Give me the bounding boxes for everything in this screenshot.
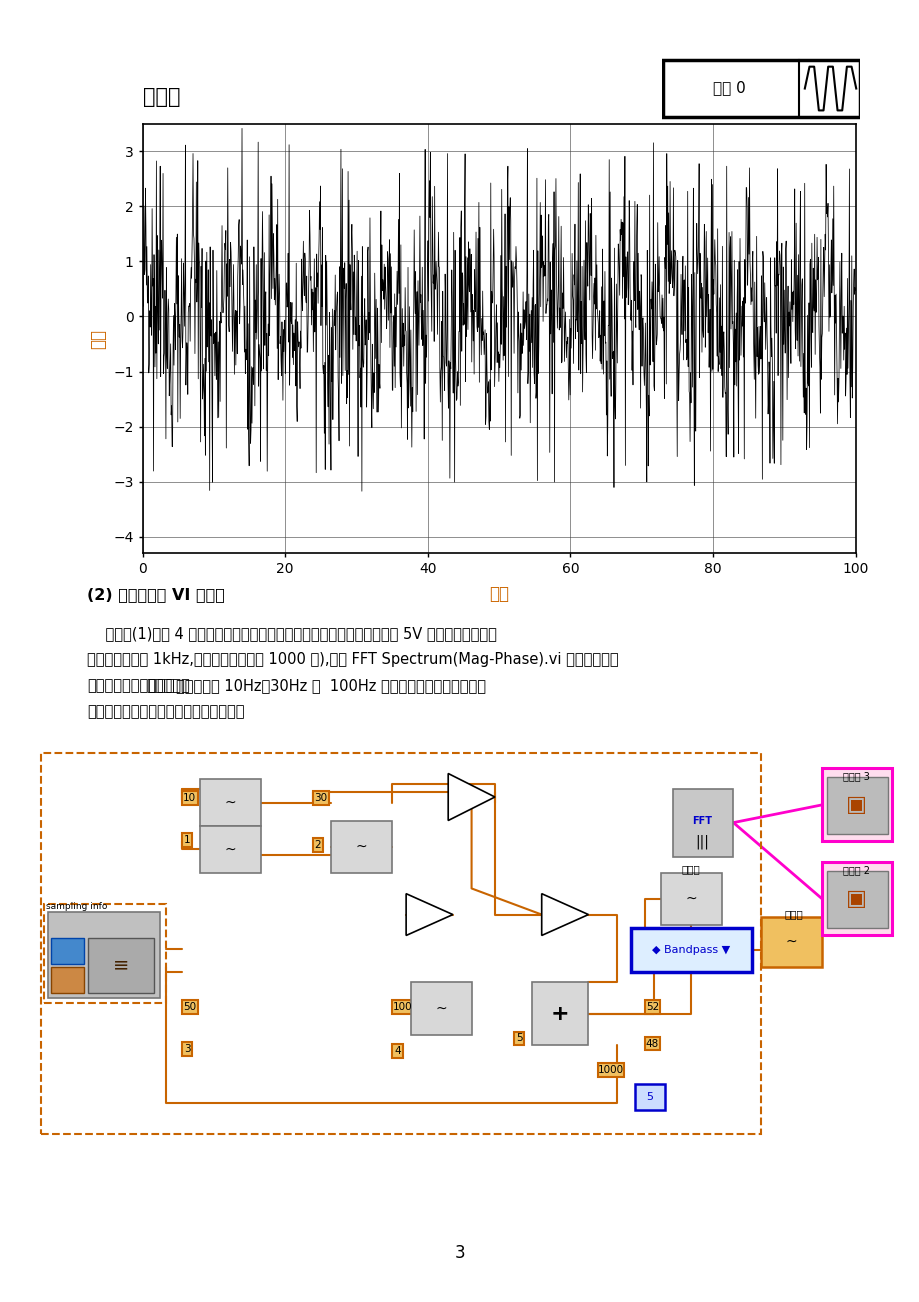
Text: sampling info: sampling info xyxy=(46,902,108,911)
Bar xyxy=(312,792,328,805)
Text: 10: 10 xyxy=(183,793,196,803)
Bar xyxy=(88,937,153,993)
Text: 30: 30 xyxy=(313,793,327,803)
Y-axis label: 幅値: 幅値 xyxy=(89,328,108,349)
Text: 100: 100 xyxy=(392,1003,412,1012)
Text: 1: 1 xyxy=(184,835,190,845)
Bar xyxy=(182,1042,192,1056)
Text: 3: 3 xyxy=(184,1044,190,1053)
Bar xyxy=(48,913,160,999)
Polygon shape xyxy=(448,773,494,820)
Text: 滤波前: 滤波前 xyxy=(681,865,700,875)
Bar xyxy=(51,937,84,963)
Bar xyxy=(630,928,751,973)
Bar xyxy=(634,1083,664,1111)
Text: ~: ~ xyxy=(225,842,236,857)
Bar xyxy=(200,825,261,872)
Bar xyxy=(644,1036,660,1051)
Text: 的时域波形，并分析其频谱，截图保存。: 的时域波形，并分析其频谱，截图保存。 xyxy=(87,704,244,719)
X-axis label: 时间: 时间 xyxy=(489,585,508,603)
Bar xyxy=(391,1044,403,1057)
Text: ▣: ▣ xyxy=(845,889,867,909)
Text: 相位图: 相位图 xyxy=(142,87,180,107)
Bar xyxy=(182,1000,198,1014)
Bar xyxy=(672,789,732,857)
Text: 5: 5 xyxy=(516,1034,522,1043)
Text: 50: 50 xyxy=(183,1003,196,1012)
Text: 48: 48 xyxy=(645,1039,658,1048)
Text: 滤波后: 滤波后 xyxy=(784,910,802,919)
Text: 1000: 1000 xyxy=(597,1065,623,1074)
Bar xyxy=(331,820,391,872)
Bar xyxy=(200,779,261,825)
Text: 样频率都设置为 1kHz,采样点数都设置为 1000 点),使用 FFT Spectrum(Mag-Phase).vi 观察其频谱，: 样频率都设置为 1kHz,采样点数都设置为 1000 点),使用 FFT Spe… xyxy=(87,652,618,667)
Text: 然后使用一个巴特沃斯: 然后使用一个巴特沃斯 xyxy=(87,678,175,693)
Text: ≡: ≡ xyxy=(113,956,129,974)
Polygon shape xyxy=(405,893,452,935)
Bar xyxy=(826,776,887,835)
Text: 4: 4 xyxy=(393,1046,401,1056)
Bar xyxy=(411,983,471,1035)
Bar xyxy=(182,833,192,846)
Bar xyxy=(391,1000,413,1014)
Text: 3: 3 xyxy=(454,1243,465,1262)
Bar xyxy=(597,1062,623,1077)
Text: 52: 52 xyxy=(645,1003,658,1012)
Bar xyxy=(41,753,761,1134)
Bar xyxy=(51,967,84,993)
Text: +: + xyxy=(550,1004,569,1023)
Text: ~: ~ xyxy=(435,1001,447,1016)
Text: 波形图 2: 波形图 2 xyxy=(843,866,869,875)
Text: 曲线 0: 曲线 0 xyxy=(712,79,745,95)
Bar xyxy=(822,768,891,841)
Text: (2) 数字滤波器 VI 的使用: (2) 数字滤波器 VI 的使用 xyxy=(87,587,225,602)
Bar xyxy=(661,872,721,924)
Bar xyxy=(312,838,323,852)
Bar xyxy=(644,1000,660,1014)
Bar xyxy=(532,983,588,1046)
Text: 2: 2 xyxy=(314,840,321,850)
Text: ~: ~ xyxy=(225,796,236,810)
Text: FFT: FFT xyxy=(692,815,711,825)
Text: 滤除其中的 10Hz、30Hz 和  100Hz 的频率成份，观察滤波之后: 滤除其中的 10Hz、30Hz 和 100Hz 的频率成份，观察滤波之后 xyxy=(176,678,486,693)
Text: |||: ||| xyxy=(695,835,709,849)
Text: ~: ~ xyxy=(356,840,367,854)
Text: ◆ Bandpass ▼: ◆ Bandpass ▼ xyxy=(652,945,730,956)
Text: ~: ~ xyxy=(785,935,796,949)
Bar xyxy=(826,871,887,928)
Bar xyxy=(182,792,198,805)
Bar xyxy=(44,904,165,1004)
Text: 5: 5 xyxy=(646,1092,653,1103)
Text: ~: ~ xyxy=(685,892,697,906)
Text: 对步骤(1)中由 4 个正弦波形相加得出的时域波形，再叠加上一个幅値为 5V 的白噪声波形（采: 对步骤(1)中由 4 个正弦波形相加得出的时域波形，再叠加上一个幅値为 5V 的… xyxy=(87,626,497,641)
Text: 带通滤波器: 带通滤波器 xyxy=(147,678,190,693)
Text: 波形图 3: 波形图 3 xyxy=(843,771,869,781)
Bar xyxy=(761,917,822,967)
Bar xyxy=(513,1031,524,1046)
Text: ▣: ▣ xyxy=(845,794,867,815)
Polygon shape xyxy=(541,893,588,935)
Bar xyxy=(822,862,891,935)
